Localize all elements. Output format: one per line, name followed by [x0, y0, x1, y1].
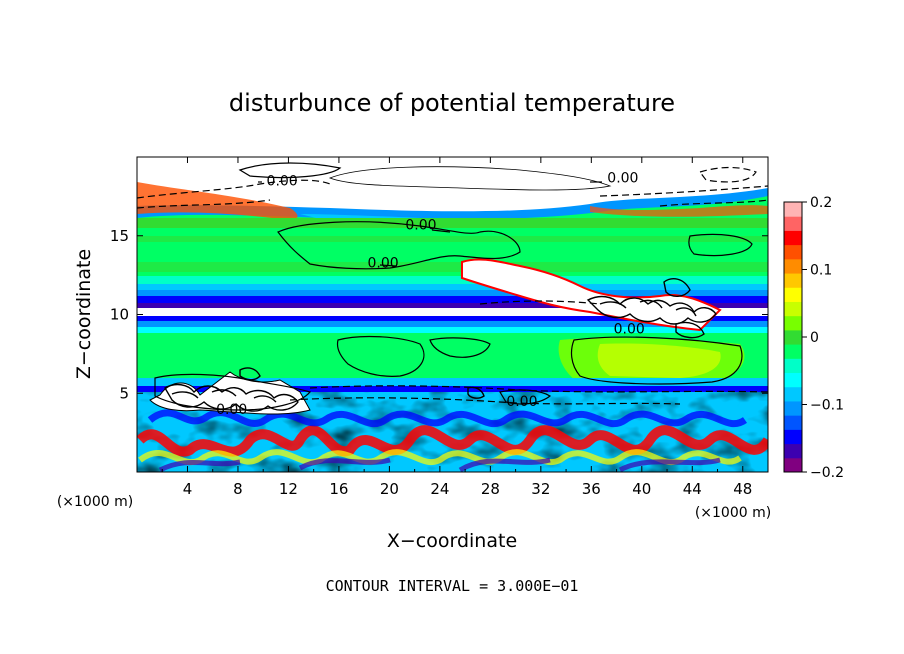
y-tick-label: 15: [110, 227, 129, 245]
colorbar-segment: [784, 358, 802, 374]
contour-labels: 0.00 0.00 0.00 0.00 0.00 0.00 0.00: [216, 170, 645, 418]
colorbar-segment: [784, 429, 802, 445]
x-tick-label: 36: [582, 480, 601, 498]
y-tick-label: 10: [110, 306, 129, 324]
x-tick-label: 28: [481, 480, 500, 498]
axis-ticks: [137, 157, 768, 472]
colorbar-tick-label: 0.2: [810, 195, 832, 211]
colorbar-segment: [784, 386, 802, 402]
contour-label: 0.00: [216, 402, 247, 418]
x-tick-label: 4: [183, 480, 193, 498]
colorbar-segment: [784, 216, 802, 231]
colorbar-segment: [784, 400, 802, 416]
contour-label: 0.00: [607, 170, 638, 186]
colorbar-tick-label: −0.2: [810, 465, 844, 481]
chart-title: disturbunce of potential temperature: [229, 89, 675, 117]
colorbar-segment: [784, 315, 802, 331]
colorbar-tick-label: −0.1: [810, 398, 844, 414]
x-tick-label: 44: [683, 480, 702, 498]
colorbar-labels: 0.2 0.1 0 −0.1 −0.2: [810, 195, 844, 481]
x-tick-label: 48: [733, 480, 752, 498]
y-tick-labels: 5 10 15: [110, 227, 129, 403]
colorbar-segment: [784, 443, 802, 459]
colorbar-segment: [784, 287, 802, 302]
x-tick-label: 24: [430, 480, 449, 498]
y-axis-label: Z−coordinate: [73, 249, 95, 379]
x-tick-label: 16: [329, 480, 348, 498]
colorbar-segment: [784, 344, 802, 359]
colorbar-tick-label: 0: [810, 330, 819, 346]
colorbar-segment: [784, 244, 802, 260]
x-tick-label: 12: [279, 480, 298, 498]
x-axis-label: X−coordinate: [387, 530, 517, 552]
colorbar-segment: [784, 415, 802, 430]
x-tick-labels: 4 8 12 16 20 24 28 32 36 40 44 48: [183, 480, 753, 498]
contour-label: 0.00: [405, 218, 436, 234]
contour-label: 0.00: [368, 256, 399, 272]
colorbar: [783, 201, 807, 473]
colorbar-segment: [784, 202, 802, 217]
colorbar-segment: [784, 230, 802, 246]
x-tick-label: 32: [531, 480, 550, 498]
colorbar-segment: [784, 372, 802, 388]
x-tick-label: 8: [233, 480, 243, 498]
plot-area: [137, 157, 768, 472]
colorbar-segment: [784, 457, 802, 473]
colorbar-segment: [784, 258, 802, 274]
colorbar-tick-label: 0.1: [810, 263, 832, 279]
x-unit-label-right: (×1000 m): [695, 505, 771, 521]
colorbar-segment: [784, 273, 802, 288]
x-unit-label-left: (×1000 m): [57, 494, 133, 510]
y-tick-label: 5: [119, 384, 129, 402]
contour-label: 0.00: [267, 174, 298, 190]
colorbar-segment: [784, 301, 802, 317]
x-tick-label: 40: [632, 480, 651, 498]
contour-interval-text: CONTOUR INTERVAL = 3.000E−01: [326, 577, 579, 595]
colorbar-segment: [784, 329, 802, 345]
contour-label: 0.00: [614, 322, 645, 338]
contour-label: 0.00: [506, 394, 537, 410]
x-tick-label: 20: [380, 480, 399, 498]
